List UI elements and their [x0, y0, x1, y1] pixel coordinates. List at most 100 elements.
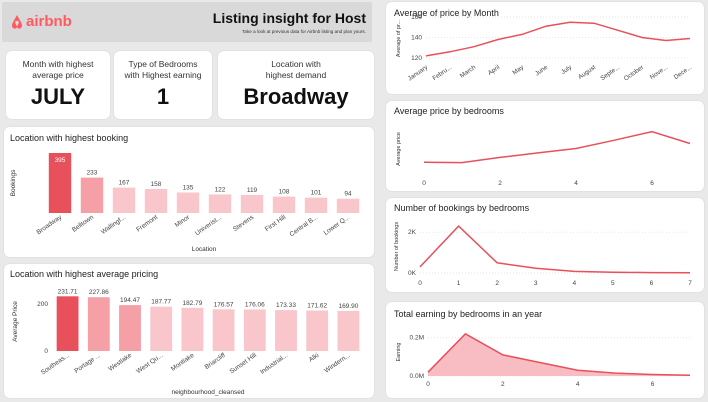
kpi-label-line2: with Highest earning [124, 70, 202, 80]
bookings-bedrooms-line-chart: Number of bookings 0K 2K 0 1 2 3 4 5 6 7 [394, 222, 692, 287]
y-tick-label: 0K [408, 270, 417, 277]
x-tick-label: Fremont [135, 214, 159, 234]
y-axis-label: Number of bookings [394, 222, 400, 271]
chart-card-booking: Location with highest booking Bookings 39… [4, 127, 374, 257]
x-tick-label: 5 [611, 280, 615, 287]
chart-title: Total earning by bedrooms in an year [394, 309, 543, 319]
x-tick-label: May [511, 63, 525, 76]
x-tick-label: January [407, 63, 430, 82]
brand-name: airbnb [26, 13, 72, 30]
x-tick-label: March [459, 64, 478, 80]
series-line [425, 21, 691, 57]
bar [304, 197, 328, 213]
earning-bedrooms-area-chart: Earning 0.0M 0.2M 0 2 4 6 [396, 332, 691, 388]
bar [272, 196, 296, 213]
data-label: 94 [344, 191, 352, 198]
kpi-label-line1: Type of Bedrooms [128, 59, 198, 69]
x-tick-label: Belltown [71, 214, 95, 234]
chart-card-bookings-bedrooms: Number of bookings by bedrooms Number of… [386, 198, 704, 292]
kpi-label-line2: average price [32, 70, 84, 80]
bar [119, 305, 141, 351]
data-label: 194.47 [120, 297, 140, 304]
y-axis-label: Bookings [10, 169, 17, 196]
x-tick-label: 2 [495, 280, 499, 287]
data-label: 135 [183, 184, 194, 191]
chart-card-pricing: Location with highest average pricing Av… [4, 264, 374, 398]
bar [208, 194, 232, 213]
kpi-label-line1: Month with highest [22, 59, 94, 69]
dashboard-subtitle: Take a look at previous data for Airbnb … [242, 29, 366, 34]
x-tick-label: 0 [418, 280, 422, 287]
y-tick-label: 0.0M [410, 373, 424, 380]
y-tick-label: 140 [411, 34, 422, 41]
x-tick-label: Southeas... [40, 352, 71, 377]
x-tick-label: Septe... [599, 64, 621, 82]
x-tick-label: July [560, 63, 574, 76]
chart-card-earning-bedrooms: Total earning by bedrooms in an year Ear… [386, 302, 704, 398]
data-label: 231.71 [58, 288, 78, 295]
airbnb-logo-icon [12, 15, 22, 29]
x-tick-label: June [534, 64, 550, 78]
x-tick-label: Stevens [232, 213, 256, 233]
y-tick-label: 0 [44, 348, 48, 355]
x-tick-label: Minor [174, 213, 192, 229]
y-tick-label: 200 [37, 301, 48, 308]
chart-title: Average price by bedrooms [394, 106, 504, 116]
y-axis-label: Earning [396, 343, 402, 362]
y-tick-label: 160 [411, 14, 422, 21]
kpi-card-bedrooms: Type of Bedrooms with Highest earning 1 [114, 51, 212, 119]
bar [336, 198, 360, 213]
bar [243, 309, 266, 351]
x-tick-label: 4 [572, 280, 576, 287]
x-tick-label: Windern... [323, 352, 351, 375]
x-tick-label: 2 [498, 180, 502, 187]
x-tick-label: August [577, 64, 597, 81]
header-banner: airbnb Listing insight for Host Take a l… [2, 2, 372, 42]
area-fill [428, 333, 690, 376]
chart-title: Location with highest booking [10, 133, 129, 143]
data-label: 158 [151, 181, 162, 188]
x-tick-label: 0 [422, 180, 426, 187]
y-axis-label: Average Price [12, 301, 19, 342]
x-tick-label: Wallingf... [100, 214, 127, 236]
chart-card-month: Average of price by Month Average of pr.… [386, 2, 704, 94]
series-line [427, 332, 691, 376]
y-tick-label: 0.2M [410, 335, 424, 342]
pricing-bar-chart: Average Price 0 200 231.71 Southeas... 227.86… [12, 288, 360, 396]
x-tick-label: Univerist... [194, 214, 223, 237]
x-tick-label: Portage ... [73, 352, 102, 375]
x-tick-label: 2 [501, 381, 505, 388]
x-tick-label: Sunset Hill [228, 352, 258, 376]
data-label: 182.79 [182, 300, 202, 307]
data-label: 176.06 [245, 301, 265, 308]
kpi-value-bedrooms: 1 [156, 84, 170, 109]
kpi-card-location: Location with highest demand Broadway [218, 51, 374, 119]
x-tick-label: 6 [650, 180, 654, 187]
data-label: 119 [247, 187, 258, 194]
data-label: 101 [311, 190, 322, 197]
x-tick-label: 4 [574, 180, 578, 187]
x-tick-label: West Qu... [135, 352, 164, 375]
x-tick-label: 3 [534, 280, 538, 287]
chart-title: Number of bookings by bedrooms [394, 203, 530, 213]
bar [176, 192, 200, 213]
chart-card-price-bedrooms: Average price by bedrooms Average price 0… [386, 101, 704, 191]
x-tick-label: 6 [650, 280, 654, 287]
x-axis-label: neighbourhood_cleansed [171, 389, 244, 396]
booking-bar-chart: Bookings 395 Broadway 233 Belltown 167 Walling… [10, 153, 360, 253]
y-axis-label: Average price [396, 132, 402, 166]
x-tick-label: 1 [457, 280, 461, 287]
series-line [419, 225, 691, 274]
y-axis-label: Average of pr... [396, 19, 402, 57]
x-axis-label: Location [192, 246, 217, 253]
x-tick-label: 4 [576, 381, 580, 388]
data-label: 233 [87, 170, 98, 177]
x-tick-label: Montlake [170, 352, 196, 373]
x-tick-label: Alki [308, 352, 321, 364]
kpi-value-location: Broadway [243, 84, 349, 109]
bar [150, 306, 173, 351]
bar [212, 309, 235, 351]
bar [275, 310, 297, 351]
x-tick-label: Westlake [107, 352, 133, 373]
data-label: 171.62 [307, 302, 327, 309]
